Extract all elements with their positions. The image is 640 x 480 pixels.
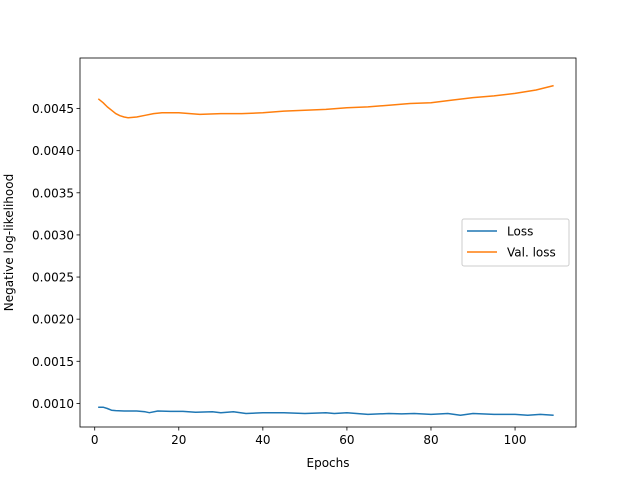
series-layer <box>97 84 554 416</box>
x-tick-label: 60 <box>339 433 354 447</box>
y-tick-label: 0.0020 <box>32 313 74 327</box>
x-axis-ticks: 0 20 40 60 80 100 <box>91 427 527 447</box>
x-tick-label: 80 <box>423 433 438 447</box>
x-axis-label: Epochs <box>307 456 350 470</box>
y-tick-label: 0.0015 <box>32 355 74 369</box>
y-tick-label: 0.0030 <box>32 228 74 242</box>
series-line-loss <box>98 406 554 416</box>
legend-label-loss: Loss <box>507 225 533 239</box>
y-tick-label: 0.0045 <box>32 102 74 116</box>
plot-area-frame <box>79 57 577 428</box>
series-line-val-loss <box>97 84 554 119</box>
x-tick-label: 40 <box>255 433 270 447</box>
legend-label-val-loss: Val. loss <box>507 246 556 260</box>
y-tick-label: 0.0025 <box>32 271 74 285</box>
x-tick-label: 20 <box>171 433 186 447</box>
y-tick-label: 0.0035 <box>32 186 74 200</box>
y-tick-label: 0.0040 <box>32 144 74 158</box>
y-tick-label: 0.0010 <box>32 397 74 411</box>
x-tick-label: 100 <box>504 433 527 447</box>
legend: Loss Val. loss <box>461 218 570 267</box>
y-axis-label: Negative log-likelihood <box>2 174 16 311</box>
y-axis-ticks: 0.0010 0.0015 0.0020 0.0025 0.0030 0.0035 0.00… <box>32 102 80 411</box>
x-tick-label: 0 <box>91 433 99 447</box>
